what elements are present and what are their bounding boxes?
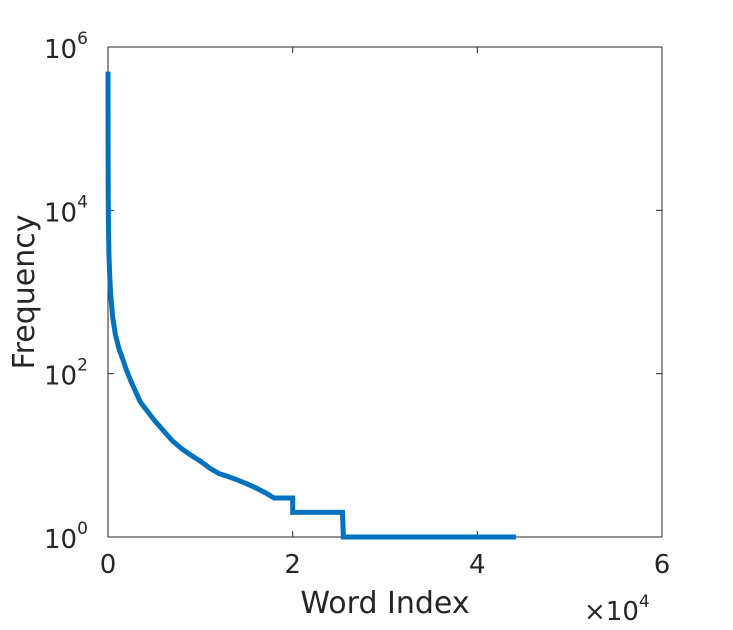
x-exponent-label: ×104: [584, 592, 650, 627]
x-tick-labels: 0 2 4 6: [100, 550, 671, 580]
x-axis-label: Word Index: [300, 586, 469, 621]
x-tick-label: 6: [654, 550, 671, 580]
x-tick-label: 0: [100, 550, 117, 580]
y-tick-labels: 100 102 104 106: [44, 29, 88, 555]
axis-ticks: [107, 46, 663, 538]
y-tick-label: 100: [44, 519, 88, 555]
y-tick-label: 106: [44, 29, 88, 65]
x-tick-label: 4: [469, 550, 486, 580]
series-line: [105, 71, 517, 540]
plot-area: [107, 46, 663, 538]
x-tick-label: 2: [284, 550, 301, 580]
y-axis-label: Frequency: [7, 215, 42, 370]
y-tick-label: 102: [44, 356, 88, 392]
y-tick-label: 104: [44, 192, 88, 228]
